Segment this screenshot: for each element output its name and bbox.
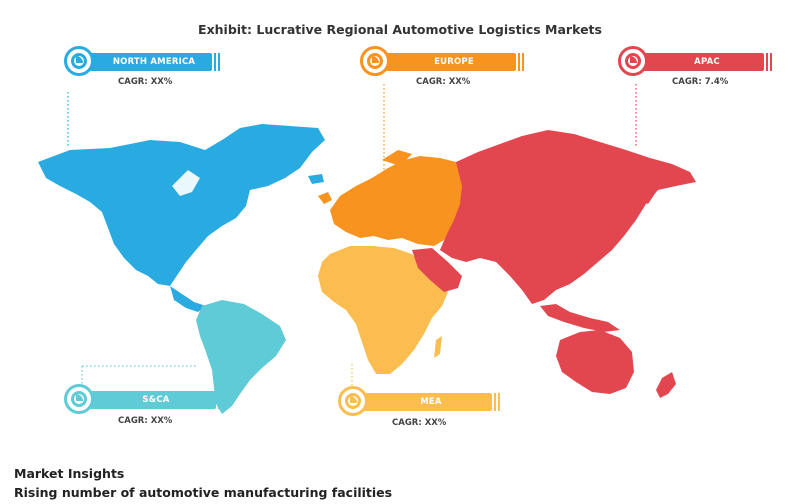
region-label-bar: APAC	[636, 53, 772, 71]
pie-chart-icon	[360, 46, 390, 76]
region-name: MEA	[420, 397, 442, 407]
region-cagr: CAGR: XX%	[416, 77, 471, 87]
region-label-bar: EUROPE	[378, 53, 524, 71]
region-label-bar: MEA	[356, 393, 500, 411]
insights-heading: Market Insights	[14, 466, 125, 481]
map-africa	[318, 246, 448, 374]
region-cagr: CAGR: XX%	[118, 77, 173, 87]
region-name: S&CA	[142, 395, 170, 405]
insights-text: Rising number of automotive manufacturin…	[14, 485, 393, 500]
pie-chart-icon	[338, 386, 368, 416]
pie-chart-icon	[64, 46, 94, 76]
region-cagr: CAGR: 7.4%	[672, 77, 729, 87]
region-cagr: CAGR: XX%	[118, 416, 173, 426]
map-europe	[318, 150, 466, 246]
map-asia-pacific	[412, 130, 696, 398]
region-name: APAC	[694, 57, 720, 67]
region-label-bar: S&CA	[82, 391, 224, 409]
market-insights: Market Insights Rising number of automot…	[14, 464, 392, 502]
region-label-bar: NORTH AMERICA	[82, 53, 220, 71]
region-name: EUROPE	[434, 57, 474, 67]
pie-chart-icon	[618, 46, 648, 76]
map-south-america	[196, 300, 286, 414]
pie-chart-icon	[64, 384, 94, 414]
region-name: NORTH AMERICA	[112, 57, 196, 67]
exhibit-title: Exhibit: Lucrative Regional Automotive L…	[198, 22, 602, 37]
region-cagr: CAGR: XX%	[392, 418, 447, 428]
map-north-america	[38, 124, 325, 312]
